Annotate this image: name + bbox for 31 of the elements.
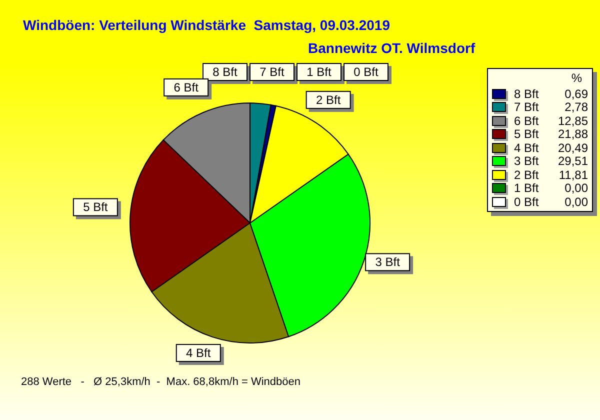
data-label: 2,78 (564, 100, 588, 114)
legend-label: 5 Bft (514, 127, 540, 142)
data-label: 29,51 (556, 154, 588, 168)
data-label: 20,49 (556, 140, 588, 155)
chart-title: Windböen: Verteilung Windstärke Samstag, 09.03.2019 (23, 17, 390, 33)
legend-label: 0 Bft (354, 65, 379, 79)
slice-label: 7 Bft (260, 65, 285, 79)
slice-label: 5 Bft (83, 200, 108, 214)
data-label: 11,81 (558, 168, 588, 182)
slice-label: 4 Bft (186, 346, 212, 360)
text: 0,00 (564, 181, 588, 196)
slice-label: 2 Bft (316, 92, 342, 107)
legend-label: 6 Bft (514, 114, 540, 128)
legend-label: 8 Bft (514, 86, 540, 101)
legend-label: 3 Bft (514, 154, 540, 168)
slice-label: 3 Bft (375, 255, 401, 270)
legend-label: 2 Bft (514, 168, 540, 182)
category-label: 1 Bft (514, 181, 539, 196)
data-label: 0,69 (564, 86, 588, 101)
chart-subtitle: Bannewitz OT. Wilmsdorf (308, 40, 476, 56)
category-label: 8 Bft (212, 65, 238, 79)
legend-title: % (570, 71, 583, 87)
data-label: 12,85 (556, 114, 588, 128)
legend-label: 7 Bft (514, 100, 540, 114)
slice-label: 6 Bft (174, 80, 200, 94)
legend-label: 1 Bft (306, 65, 332, 79)
text: 0,00 (564, 194, 588, 209)
legend-label: 4 Bft (514, 140, 540, 155)
text: 288 Werte - Ø 25,3km/h - Max. 68,8km/h = Windböen (21, 376, 301, 388)
category-label: 0 Bft (514, 194, 539, 209)
data-label: 21,88 (556, 127, 588, 142)
